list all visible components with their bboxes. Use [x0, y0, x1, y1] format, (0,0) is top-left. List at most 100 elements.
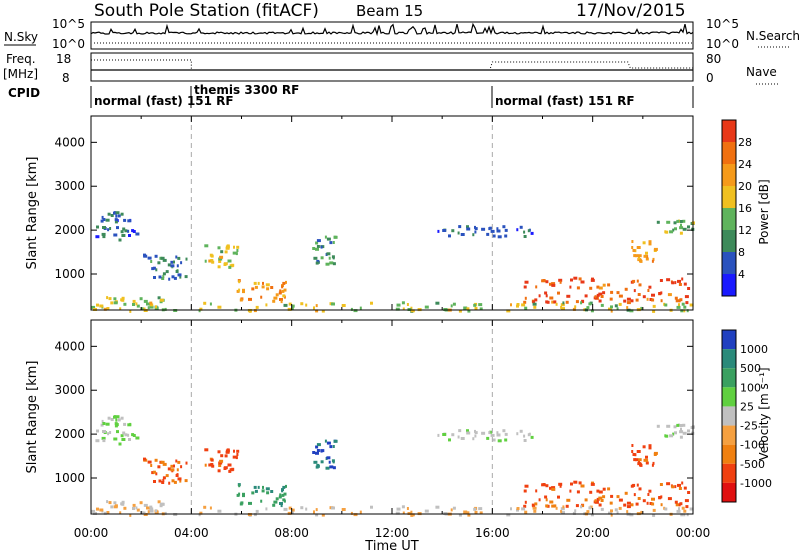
- power-cell: [283, 288, 287, 292]
- power-cell: [474, 227, 478, 231]
- velocity-cell: [395, 511, 400, 515]
- power-cell: [282, 294, 286, 298]
- velocity-cell: [265, 507, 268, 511]
- velocity-cell: [160, 460, 165, 464]
- velocity-cell: [516, 507, 520, 510]
- velocity-cell: [636, 450, 641, 453]
- velocity-cell: [370, 505, 373, 509]
- power-cell: [165, 270, 169, 274]
- power-cell: [329, 241, 333, 245]
- power-cell: [653, 247, 658, 251]
- power-cell: [532, 300, 536, 304]
- velocity-cell: [631, 450, 634, 453]
- velocity-cell: [651, 497, 655, 501]
- power-cell: [660, 291, 663, 295]
- velocity-cell: [676, 423, 680, 427]
- velocity-colorbar-tick: -1000: [740, 477, 772, 490]
- velocity-cell: [401, 505, 405, 509]
- velocity-cell: [165, 474, 169, 478]
- velocity-colorbar-tick: 500: [740, 362, 761, 375]
- velocity-cell: [689, 507, 694, 511]
- cpid-label: CPID: [8, 86, 40, 100]
- velocity-cell: [673, 425, 677, 429]
- power-cell: [674, 227, 677, 231]
- velocity-cell: [99, 508, 104, 512]
- velocity-cell: [481, 431, 486, 435]
- velocity-cell: [210, 458, 214, 462]
- velocity-cell: [326, 441, 331, 445]
- velocity-cell: [532, 506, 537, 510]
- velocity-cell: [223, 466, 228, 470]
- velocity-cell: [669, 434, 674, 438]
- velocity-cell: [150, 507, 154, 511]
- power-cell: [233, 245, 235, 249]
- nsearch-tick-top: 10^5: [706, 17, 739, 31]
- velocity-cell: [316, 449, 320, 452]
- power-cell: [228, 265, 232, 269]
- power-cell: [598, 299, 602, 303]
- velocity-cell: [233, 449, 235, 453]
- velocity-cell: [359, 510, 362, 514]
- velocity-cell: [96, 507, 99, 511]
- velocity-cell: [254, 489, 258, 493]
- power-cell: [253, 309, 257, 313]
- velocity-cell: [558, 482, 563, 486]
- power-cell: [316, 259, 320, 263]
- power-cell: [135, 302, 138, 306]
- power-cell: [676, 219, 680, 223]
- velocity-colorbar-tick: 100: [740, 381, 761, 394]
- velocity-cell: [678, 507, 680, 511]
- power-cell: [109, 227, 112, 230]
- velocity-cell: [570, 482, 573, 486]
- power-cell: [681, 302, 685, 306]
- velocity-cell: [329, 445, 333, 449]
- power-y-axis-label: Slant Range [km]: [25, 157, 40, 270]
- power-cell: [210, 259, 214, 262]
- velocity-cell: [524, 484, 529, 488]
- power-cell: [147, 256, 152, 260]
- power-cell: [162, 258, 167, 262]
- power-cell: [203, 301, 207, 305]
- power-cell: [332, 241, 335, 244]
- power-cell: [236, 249, 239, 252]
- power-cell: [573, 276, 578, 280]
- velocity-cell: [325, 466, 330, 470]
- power-cell: [690, 222, 693, 225]
- power-cell: [143, 299, 148, 303]
- power-colorbar-tick: 12: [738, 224, 752, 237]
- power-cell: [435, 301, 440, 305]
- power-cell: [466, 307, 470, 311]
- power-cell: [149, 305, 154, 309]
- velocity-cell: [466, 429, 469, 433]
- velocity-cell: [251, 491, 255, 495]
- velocity-cell: [124, 433, 128, 437]
- velocity-cell: [474, 429, 476, 433]
- velocity-cell: [523, 489, 527, 493]
- power-cell: [119, 307, 122, 311]
- power-cell: [153, 276, 156, 279]
- velocity-cell: [466, 431, 471, 435]
- power-cell: [102, 235, 106, 239]
- nave-label: Nave: [746, 65, 777, 79]
- nave-tick-top: 80: [706, 52, 721, 66]
- power-cell: [648, 242, 652, 246]
- velocity-cell: [600, 507, 604, 511]
- power-cell: [300, 302, 304, 306]
- velocity-cell: [220, 454, 224, 458]
- velocity-colorbar-tick: -500: [740, 458, 765, 471]
- power-cell: [161, 277, 165, 280]
- velocity-cell: [217, 509, 222, 513]
- velocity-cell: [474, 431, 478, 435]
- power-cell: [255, 305, 259, 309]
- velocity-cell: [660, 495, 663, 499]
- power-cell: [254, 285, 258, 289]
- power-cell: [590, 278, 595, 282]
- velocity-cell: [139, 501, 143, 505]
- power-cell: [118, 238, 122, 242]
- velocity-cell: [329, 465, 334, 469]
- power-cell: [504, 234, 508, 238]
- power-cell: [223, 262, 228, 266]
- velocity-cell: [678, 503, 681, 507]
- power-cell: [602, 291, 606, 295]
- power-cell: [402, 307, 405, 311]
